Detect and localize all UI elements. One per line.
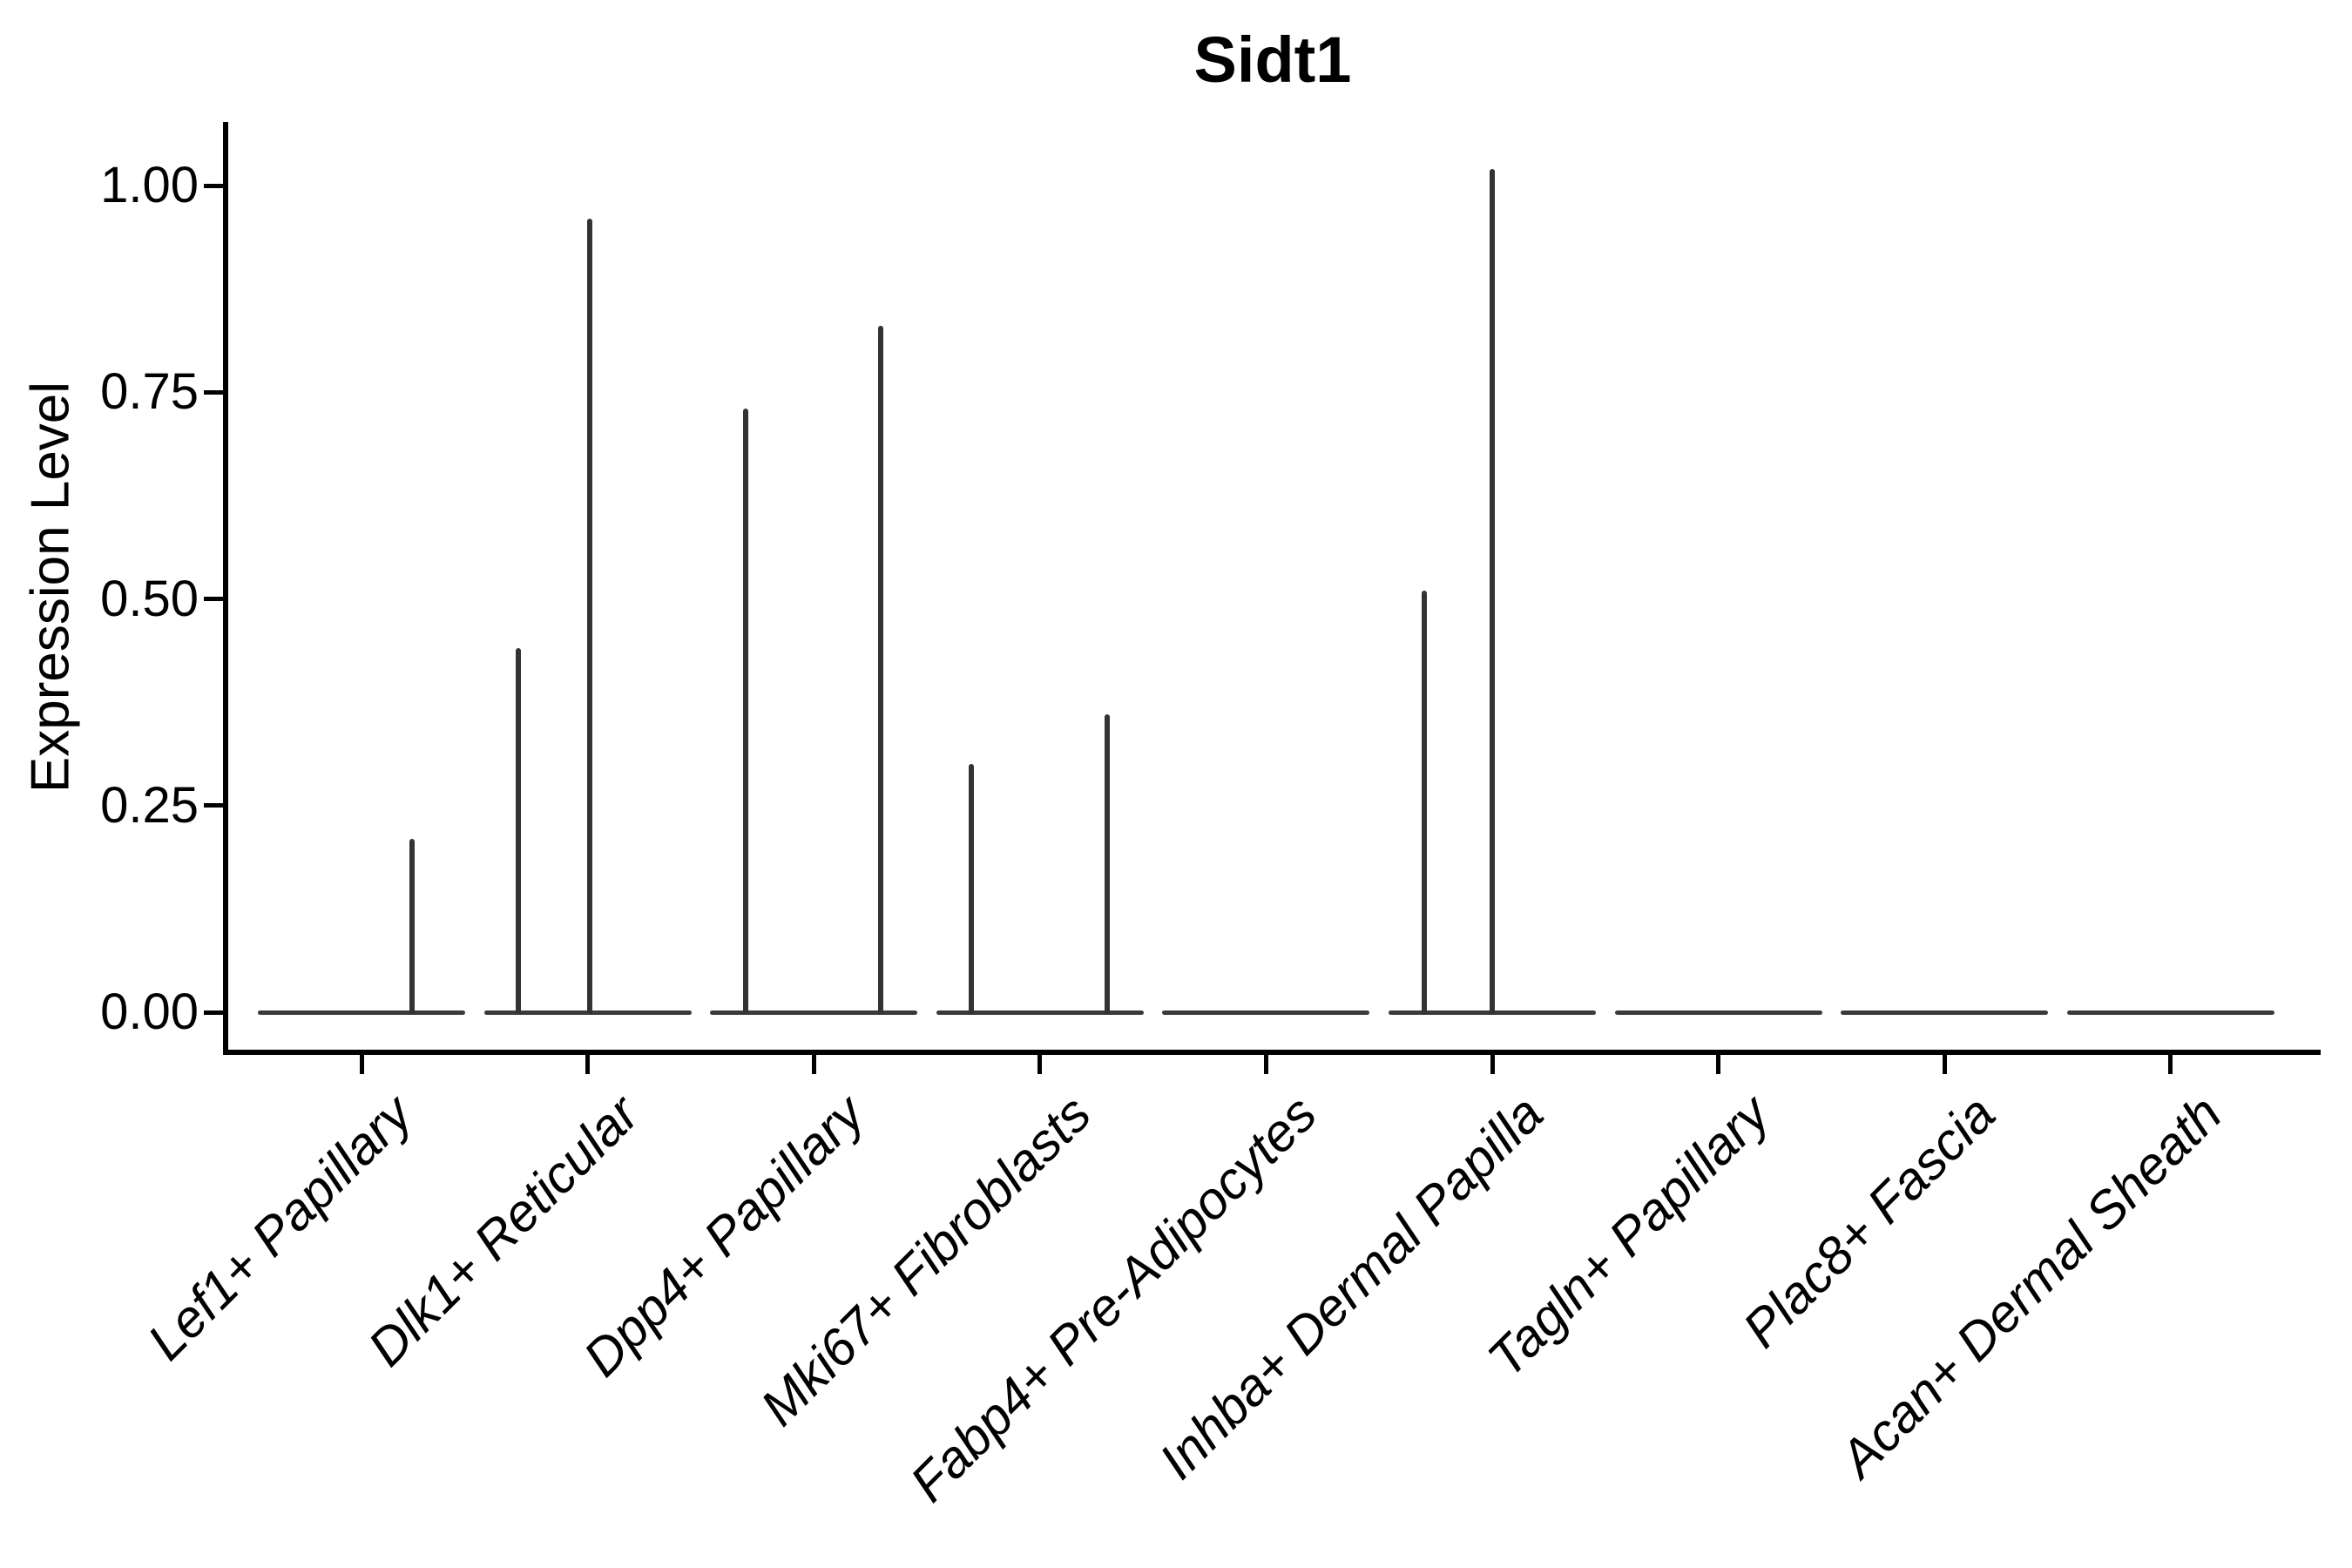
y-tick-mark: [204, 803, 224, 808]
x-tick-mark: [1490, 1055, 1495, 1074]
y-tick-label: 0.75: [100, 363, 199, 421]
violin-spike: [1490, 169, 1495, 1015]
x-tick-mark: [2168, 1055, 2173, 1074]
x-tick-mark: [1942, 1055, 1947, 1074]
x-tick-mark: [1037, 1055, 1043, 1074]
violin-spike: [1104, 714, 1110, 1015]
x-axis-spine: [223, 1050, 2321, 1055]
violin-base: [710, 1010, 918, 1015]
x-tick-label: Dlk1+ Reticular: [356, 1084, 650, 1377]
x-tick-label: Inhba+ Dermal Papilla: [1147, 1084, 1554, 1490]
x-tick-label: Tagln+ Papillary: [1476, 1084, 1781, 1389]
violin-spike: [743, 409, 749, 1015]
y-tick-label: 0.00: [100, 983, 199, 1040]
y-axis-spine: [223, 122, 228, 1055]
violin-spike: [878, 326, 884, 1015]
x-tick-mark: [585, 1055, 591, 1074]
violin-base: [1841, 1010, 2049, 1015]
y-tick-label: 0.50: [100, 570, 199, 627]
violin-spike: [1422, 591, 1427, 1015]
x-tick-mark: [1263, 1055, 1268, 1074]
x-tick-label: Dpp4+ Papillary: [572, 1084, 876, 1388]
violin-base: [936, 1010, 1144, 1015]
violin-spike: [968, 764, 974, 1015]
violin-spike: [409, 838, 415, 1015]
y-tick-label: 0.25: [100, 776, 199, 834]
violin-spike: [515, 648, 521, 1015]
x-tick-label: Acan+ Dermal Sheath: [1828, 1084, 2233, 1489]
y-tick-label: 1.00: [100, 157, 199, 213]
violin-base: [258, 1010, 465, 1015]
violin-base: [1162, 1010, 1370, 1015]
violin-base: [2066, 1010, 2274, 1015]
x-tick-label: Plac8+ Fascia: [1732, 1084, 2007, 1359]
x-tick-mark: [359, 1055, 364, 1074]
x-tick-mark: [1716, 1055, 1721, 1074]
y-tick-mark: [204, 1010, 224, 1015]
plot-title: Sidt1: [1193, 24, 1352, 96]
x-tick-label: Fabp4+ Pre-Adipocytes: [899, 1084, 1328, 1513]
violin-spike: [586, 218, 592, 1015]
x-tick-mark: [811, 1055, 816, 1074]
violin-base: [1614, 1010, 1822, 1015]
x-tick-label: Mki67+ Fibroblasts: [749, 1084, 1102, 1437]
y-tick-mark: [204, 183, 224, 188]
y-tick-mark: [204, 597, 224, 601]
y-tick-mark: [204, 389, 224, 395]
